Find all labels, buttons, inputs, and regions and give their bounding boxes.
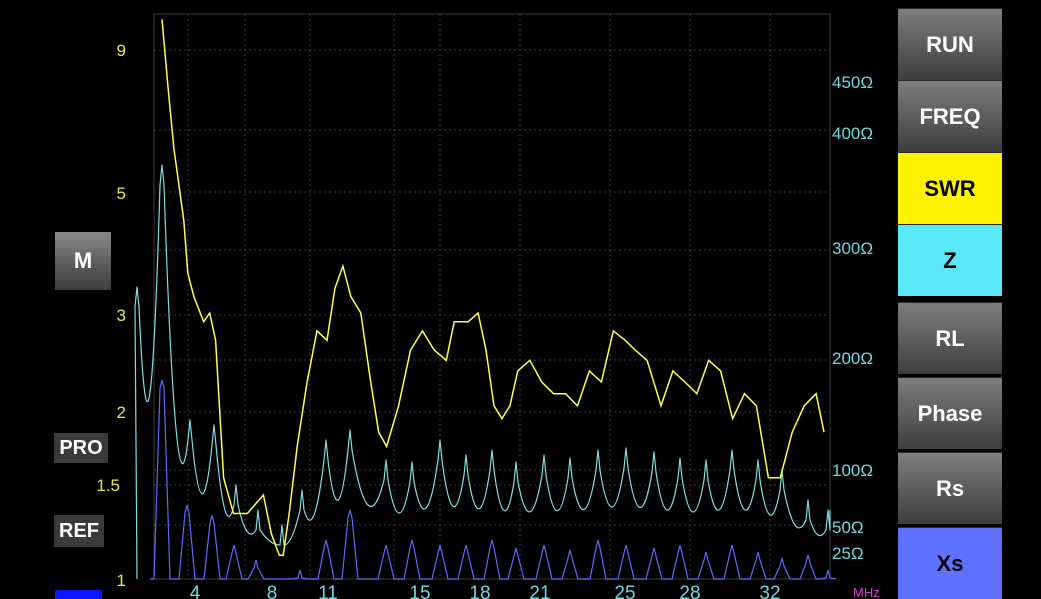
- frequency-tick-label: 32: [759, 583, 780, 599]
- impedance-series: [134, 164, 831, 580]
- swr-button[interactable]: SWR: [898, 152, 1002, 224]
- swr-line: [161, 19, 825, 556]
- swr-tick-label: 1.5: [96, 476, 120, 495]
- impedance-tick-label: 450Ω: [832, 73, 873, 92]
- rl-button[interactable]: RL: [898, 302, 1002, 374]
- frequency-tick-label: 25: [614, 583, 635, 599]
- reactance-series: [150, 379, 837, 580]
- mhz-unit-label: MHz: [853, 585, 880, 599]
- swr-tick-label: 3: [117, 306, 126, 325]
- plot-frame: [153, 13, 831, 580]
- swr-tick-label: 1: [117, 571, 126, 590]
- freq-button[interactable]: FREQ: [898, 80, 1002, 152]
- pro-button[interactable]: PRO: [54, 433, 108, 463]
- frequency-tick-label: 28: [679, 583, 700, 599]
- swr-tick-label: 9: [117, 41, 126, 60]
- swr-tick-label: 2: [117, 403, 126, 422]
- frequency-tick-label: 18: [469, 583, 490, 599]
- rs-button[interactable]: Rs: [898, 452, 1002, 524]
- run-button[interactable]: RUN: [898, 8, 1002, 80]
- frequency-tick-label: 15: [409, 583, 430, 599]
- impedance-tick-label: 25Ω: [832, 544, 864, 563]
- impedance-tick-label: 300Ω: [832, 239, 873, 258]
- swr-series: [161, 19, 825, 556]
- impedance-axis: 450Ω 400Ω 300Ω 200Ω 100Ω 50Ω 25Ω: [832, 73, 873, 563]
- swr-axis: 9 5 3 2 1.5 1: [96, 41, 126, 590]
- xs-button[interactable]: Xs: [898, 527, 1002, 599]
- impedance-tick-label: 100Ω: [832, 461, 873, 480]
- impedance-line: [134, 164, 831, 580]
- reactance-line: [150, 379, 837, 580]
- phase-button[interactable]: Phase: [898, 377, 1002, 449]
- marker-button[interactable]: M: [55, 232, 111, 290]
- frequency-axis: 4 8 11 15 18 21 25 28 32: [190, 583, 781, 599]
- frequency-tick-label: 4: [190, 583, 201, 599]
- chart-grid: [154, 14, 830, 579]
- frequency-tick-label: 11: [318, 583, 338, 599]
- frequency-tick-label: 21: [529, 583, 550, 599]
- frequency-tick-label: 8: [267, 583, 278, 599]
- z-button[interactable]: Z: [898, 224, 1002, 296]
- ref-button[interactable]: REF: [54, 515, 104, 547]
- swr-tick-label: 5: [117, 184, 126, 203]
- impedance-tick-label: 200Ω: [832, 349, 873, 368]
- active-indicator: [55, 590, 102, 599]
- impedance-tick-label: 400Ω: [832, 124, 873, 143]
- impedance-tick-label: 50Ω: [832, 518, 864, 537]
